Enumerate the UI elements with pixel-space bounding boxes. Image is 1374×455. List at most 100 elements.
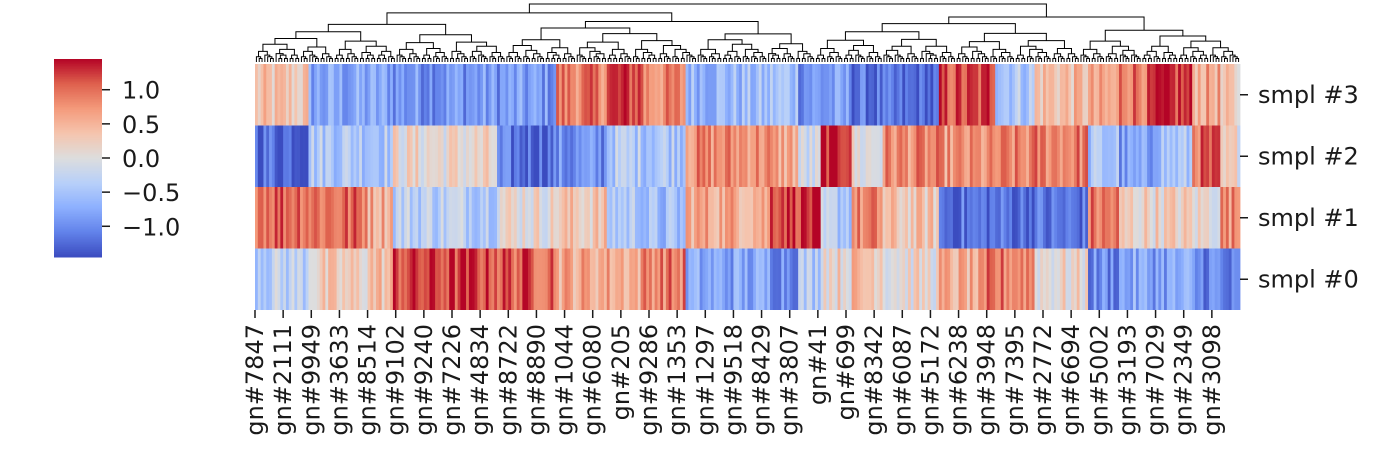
heatmap-cell [1068,125,1072,187]
heatmap-cell [1155,187,1159,249]
heatmap-cell [1161,187,1165,249]
column-label: gn#8342 [860,324,888,436]
heatmap-cell [1138,187,1142,249]
heatmap-cell [1135,248,1140,310]
heatmap-cell [899,125,903,187]
heatmap-cell [1158,248,1162,310]
dendrogram-link [900,58,905,62]
colorbar-segment [54,68,102,72]
heatmap-cell [860,125,864,187]
heatmap-cell [575,125,580,187]
heatmap-cell [938,248,943,310]
heatmap-cell [542,187,546,249]
heatmap-cell [308,64,312,126]
heatmap-cell [311,64,315,126]
column-label: gn#8429 [748,324,776,436]
heatmap-cell [364,248,368,310]
heatmap-cell [795,64,799,126]
colorbar-segment [54,149,102,152]
heatmap-cell [1237,64,1241,126]
heatmap-cell [305,248,309,310]
heatmap-cell [429,64,433,126]
dendrogram-link [641,40,673,50]
heatmap-cell [722,125,726,187]
heatmap-cell [502,248,506,310]
dendrogram-link [435,52,445,57]
heatmap-cell [350,125,354,187]
dendrogram-link [737,58,741,62]
heatmap-cell [1104,187,1109,249]
colorbar-segment [54,219,102,222]
dendrogram-link [751,56,757,62]
heatmap-cell [1054,248,1058,310]
heatmap-cell [440,125,444,187]
heatmap-cell [930,248,934,310]
heatmap-cell [972,64,976,126]
heatmap-cell [525,248,529,310]
heatmap-cell [637,187,641,249]
heatmap-cell [353,248,357,310]
heatmap-cell [463,125,467,187]
heatmap-cell [764,248,768,310]
dendrogram-link [469,56,476,62]
heatmap-cell [333,125,338,187]
heatmap-cell [488,125,492,187]
heatmap-cell [865,64,869,126]
heatmap-cell [1214,248,1218,310]
heatmap-cell [930,64,934,126]
dendrogram-link [853,45,874,53]
dendrogram-link [993,58,998,62]
dendrogram-link [627,58,632,62]
heatmap-cell [837,187,841,249]
heatmap-cell [907,125,912,187]
dendrogram-link [386,12,673,25]
heatmap-cell [1006,187,1010,249]
heatmap-cell [474,64,478,126]
heatmap-cell [421,64,425,126]
heatmap-cell [1225,248,1230,310]
heatmap-cell [333,248,338,310]
heatmap-cell [874,64,878,126]
heatmap-cell [975,64,979,126]
heatmap-cell [643,125,647,187]
heatmap-cell [674,248,678,310]
heatmap-cell [899,64,903,126]
heatmap-cell [854,248,858,310]
heatmap-cell [986,248,990,310]
heatmap-cell [817,125,822,187]
heatmap-cell [1082,187,1086,249]
heatmap-cell [891,187,895,249]
heatmap-cell [885,187,889,249]
column-label: gn#6080 [579,324,607,436]
heatmap-cell [381,248,385,310]
heatmap-cell [823,125,827,187]
heatmap-cell [1200,187,1204,249]
heatmap-cell [1043,125,1047,187]
heatmap-cell [1225,64,1230,126]
heatmap-cell [589,248,594,310]
heatmap-cell [862,187,867,249]
heatmap-cell [1178,64,1182,126]
heatmap-cell [398,248,402,310]
heatmap-cell [663,187,667,249]
heatmap-cell [347,64,352,126]
heatmap-cell [1096,187,1100,249]
heatmap-cell [1155,64,1159,126]
dendrogram-link [1001,58,1006,62]
heatmap-cell [944,248,948,310]
heatmap-cell [1034,125,1038,187]
heatmap-cell [716,248,720,310]
dendrogram-link [992,48,1007,57]
heatmap-cell [1113,64,1117,126]
heatmap-cell [1220,125,1224,187]
heatmap-cell [592,187,596,249]
colorbar-segment [54,70,102,73]
heatmap-cell [708,248,712,310]
heatmap-cell [1006,248,1010,310]
heatmap-cell [392,248,397,310]
heatmap-cell [854,125,858,187]
heatmap-cell [1138,248,1142,310]
heatmap-cell [370,125,374,187]
dendrogram-link [1122,56,1128,62]
dendrogram-link [877,58,882,62]
